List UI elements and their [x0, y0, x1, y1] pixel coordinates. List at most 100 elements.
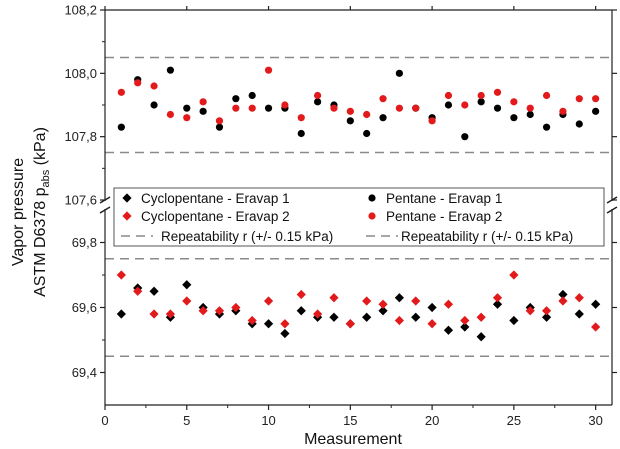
- y-tick-label-upper-1: 107,8: [64, 129, 97, 144]
- point-pentane-eravap-1-21: [444, 101, 453, 109]
- point-pentane-eravap-2-9: [248, 104, 256, 112]
- point-pentane-eravap-1-18: [395, 69, 403, 77]
- point-cyclopentane-eravap-2-27: [541, 306, 552, 316]
- point-pentane-eravap-1-7: [215, 123, 224, 131]
- legend-item-5-label: Repeatability r (+/- 0.15 kPa): [161, 229, 333, 244]
- x-tick-label-30: 30: [588, 413, 602, 428]
- point-cyclopentane-eravap-1-22: [460, 322, 470, 332]
- point-pentane-eravap-1-27: [542, 123, 551, 131]
- legend-item-3-marker: [122, 211, 132, 221]
- point-cyclopentane-eravap-1-16: [362, 312, 372, 322]
- legend-item-2-label: Pentane - Eravap 1: [386, 191, 502, 206]
- legend-item-4-label: Pentane - Eravap 2: [386, 209, 502, 224]
- point-pentane-eravap-2-25: [510, 98, 518, 106]
- point-pentane-eravap-2-16: [363, 110, 371, 119]
- point-pentane-eravap-2-21: [444, 91, 453, 100]
- point-pentane-eravap-2-15: [346, 107, 354, 115]
- point-pentane-eravap-1-4: [166, 66, 175, 74]
- point-pentane-eravap-1-5: [183, 104, 191, 112]
- point-cyclopentane-eravap-1-23: [476, 332, 486, 342]
- x-tick-label-10: 10: [261, 413, 275, 428]
- point-cyclopentane-eravap-2-21: [443, 299, 454, 309]
- point-pentane-eravap-2-6: [199, 98, 207, 106]
- point-pentane-eravap-2-11: [281, 101, 289, 109]
- point-pentane-eravap-2-8: [232, 104, 240, 112]
- point-cyclopentane-eravap-2-8: [231, 302, 241, 313]
- point-pentane-eravap-2-10: [264, 66, 273, 74]
- point-pentane-eravap-1-17: [379, 114, 387, 122]
- x-tick-label-20: 20: [425, 413, 439, 428]
- point-pentane-eravap-1-6: [199, 107, 207, 115]
- point-cyclopentane-eravap-2-13: [313, 309, 323, 319]
- point-pentane-eravap-2-28: [559, 107, 567, 115]
- y-tick-label-lower-2: 69,8: [72, 235, 97, 250]
- point-pentane-eravap-2-30: [592, 95, 600, 103]
- point-cyclopentane-eravap-2-15: [345, 319, 355, 329]
- x-tick-label-25: 25: [507, 413, 521, 428]
- reference-lines: [105, 56, 612, 357]
- point-cyclopentane-eravap-2-17: [378, 299, 388, 309]
- point-cyclopentane-eravap-2-18: [394, 315, 404, 326]
- y-axis-title-line2: ASTM D6378 pabs (kPa): [32, 127, 52, 297]
- y-tick-label-upper-3: 108,2: [64, 3, 97, 18]
- point-pentane-eravap-2-20: [428, 117, 436, 125]
- point-pentane-eravap-2-14: [330, 104, 338, 112]
- point-cyclopentane-eravap-2-23: [476, 312, 486, 322]
- point-pentane-eravap-1-9: [248, 91, 256, 100]
- y-axis-title-unit: (kPa): [32, 127, 49, 170]
- point-cyclopentane-eravap-1-18: [394, 293, 404, 303]
- point-cyclopentane-eravap-2-25: [509, 270, 519, 280]
- point-pentane-eravap-2-4: [166, 110, 175, 119]
- legend-item-1-label: Cyclopentane - Eravap 1: [141, 191, 290, 206]
- legend-item-3-label: Cyclopentane - Eravap 2: [141, 209, 290, 224]
- point-cyclopentane-eravap-2-9: [247, 315, 257, 326]
- point-pentane-eravap-2-1: [117, 88, 125, 96]
- point-cyclopentane-eravap-2-22: [460, 315, 470, 326]
- point-cyclopentane-eravap-1-27: [541, 312, 552, 322]
- y-tick-label-upper-0: 107,6: [64, 193, 97, 208]
- point-pentane-eravap-2-7: [215, 117, 224, 125]
- legend-box: [113, 187, 605, 247]
- point-pentane-eravap-1-12: [297, 129, 305, 138]
- point-pentane-eravap-2-3: [150, 82, 158, 90]
- point-cyclopentane-eravap-1-5: [182, 280, 192, 290]
- point-pentane-eravap-1-16: [363, 129, 371, 138]
- point-cyclopentane-eravap-2-3: [149, 309, 159, 319]
- point-cyclopentane-eravap-2-24: [492, 293, 503, 303]
- point-pentane-eravap-2-17: [379, 95, 387, 103]
- point-cyclopentane-eravap-1-24: [492, 299, 503, 309]
- point-cyclopentane-eravap-1-29: [574, 309, 584, 319]
- point-cyclopentane-eravap-1-19: [411, 312, 421, 322]
- point-pentane-eravap-1-23: [477, 98, 485, 106]
- point-cyclopentane-eravap-1-25: [509, 315, 519, 326]
- data-points: [116, 66, 601, 342]
- point-cyclopentane-eravap-2-26: [525, 306, 535, 316]
- y-axis-title-line1: Vapor pressure: [10, 158, 27, 266]
- point-pentane-eravap-2-5: [183, 114, 191, 122]
- point-pentane-eravap-1-10: [264, 104, 273, 112]
- point-pentane-eravap-1-8: [232, 95, 240, 103]
- point-cyclopentane-eravap-2-12: [296, 289, 306, 300]
- y-axis-title-subscript: abs: [40, 169, 52, 187]
- point-cyclopentane-eravap-2-20: [427, 319, 437, 329]
- point-cyclopentane-eravap-2-11: [280, 319, 290, 329]
- x-axis-title: Measurement: [304, 431, 402, 448]
- point-pentane-eravap-2-22: [461, 101, 469, 109]
- point-cyclopentane-eravap-2-29: [574, 293, 584, 303]
- x-tick-label-15: 15: [343, 413, 357, 428]
- point-cyclopentane-eravap-1-10: [263, 319, 274, 329]
- point-cyclopentane-eravap-1-14: [329, 312, 339, 322]
- point-cyclopentane-eravap-1-12: [296, 306, 306, 316]
- point-cyclopentane-eravap-2-10: [263, 296, 274, 306]
- point-pentane-eravap-1-3: [150, 101, 158, 109]
- y-tick-label-lower-0: 69,4: [72, 365, 97, 380]
- point-pentane-eravap-1-1: [117, 123, 125, 131]
- point-cyclopentane-eravap-1-3: [149, 286, 159, 296]
- point-pentane-eravap-1-30: [592, 107, 600, 115]
- point-cyclopentane-eravap-1-28: [558, 289, 568, 300]
- point-pentane-eravap-1-29: [575, 120, 583, 128]
- point-cyclopentane-eravap-2-2: [133, 286, 143, 296]
- legend: Cyclopentane - Eravap 1 Pentane - Eravap …: [113, 187, 605, 247]
- x-tick-label-0: 0: [101, 413, 108, 428]
